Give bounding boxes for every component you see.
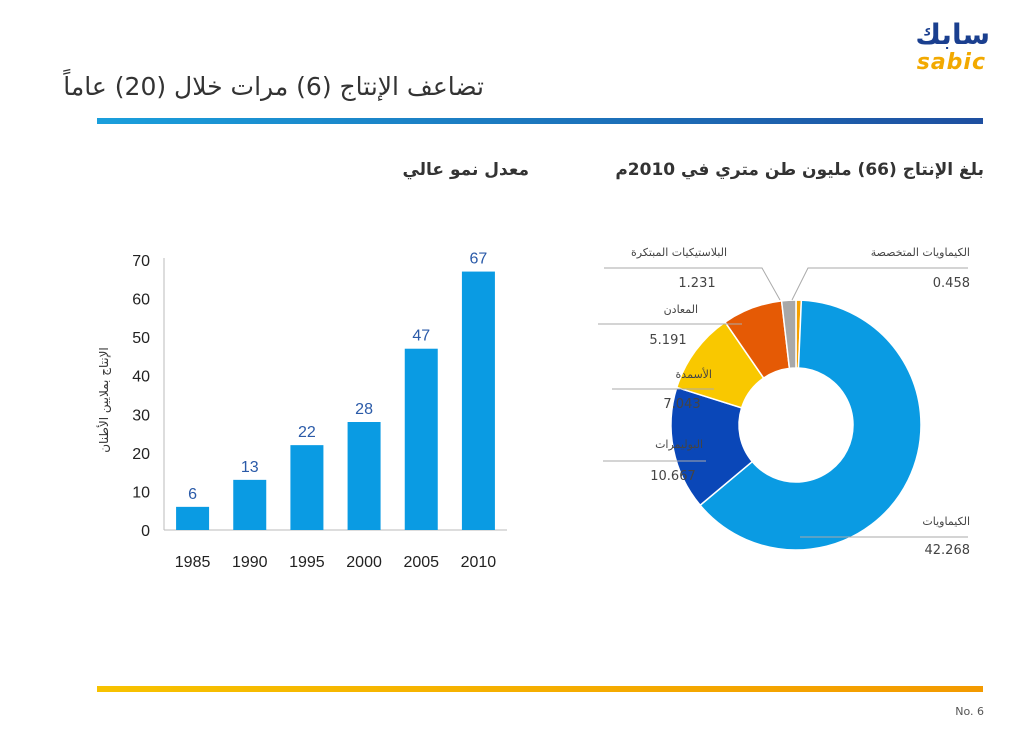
slice-name-label: الأسمدة [676,367,712,381]
bar [404,348,438,530]
y-tick-label: 70 [132,253,150,270]
bar [176,506,210,530]
x-tick-label: 1990 [232,554,268,571]
bar-value-label: 13 [241,459,259,476]
slice-value-label: 5.191 [649,333,686,348]
slice-name-label: الكيماويات [922,515,970,528]
slice-name-label: البلاستيكيات المبتكرة [631,246,727,259]
y-axis-label: الإنتاج بملايين الأطنان [96,347,112,453]
bar-value-label: 22 [298,424,316,441]
donut-slice [780,299,797,370]
y-tick-label: 30 [132,407,150,424]
slice-name-label: الكيماويات المتخصصة [871,246,970,259]
bottom-divider [97,686,983,692]
logo-latin: sabic [916,50,986,75]
slice-name-label: البوليمرات [655,438,703,451]
y-tick-label: 40 [132,369,150,386]
slice-value-label: 42.268 [925,543,971,558]
x-tick-label: 2000 [346,554,382,571]
slice-value-label: 1.231 [678,276,715,291]
y-tick-label: 60 [132,292,150,309]
y-tick-label: 0 [141,523,150,540]
leader-line [604,267,781,301]
y-tick-label: 10 [132,484,150,501]
bar [290,445,324,530]
x-tick-label: 2010 [461,554,497,571]
logo-arabic: سابك [915,18,990,51]
bar-value-label: 67 [470,251,488,268]
y-tick-label: 20 [132,446,150,463]
donut-slice [699,299,922,551]
subtitle-growth: معدل نمو عالي [402,160,529,180]
y-tick-label: 50 [132,330,150,347]
page-number: No. 6 [955,705,984,718]
page-title: تضاعف الإنتاج (6) مرات خلال (20) عاماً [63,72,484,101]
bar [233,479,267,530]
x-tick-label: 1985 [175,554,211,571]
slice-value-label: 0.458 [933,276,970,291]
subtitle-production: بلغ الإنتاج (66) مليون طن متري في 2010م [615,160,984,180]
slice-name-label: المعادن [664,303,698,316]
top-divider [97,118,983,124]
x-tick-label: 2005 [403,554,439,571]
bar [461,271,495,530]
slice-value-label: 10.667 [650,469,696,484]
bar-value-label: 28 [355,401,373,418]
bar-value-label: 47 [412,328,430,345]
slice-value-label: 7.043 [663,397,700,412]
bar [347,422,381,530]
bar-value-label: 6 [188,486,197,503]
sabic-logo: سابك sabic [880,18,990,75]
leader-line [791,267,968,301]
x-tick-label: 1995 [289,554,325,571]
